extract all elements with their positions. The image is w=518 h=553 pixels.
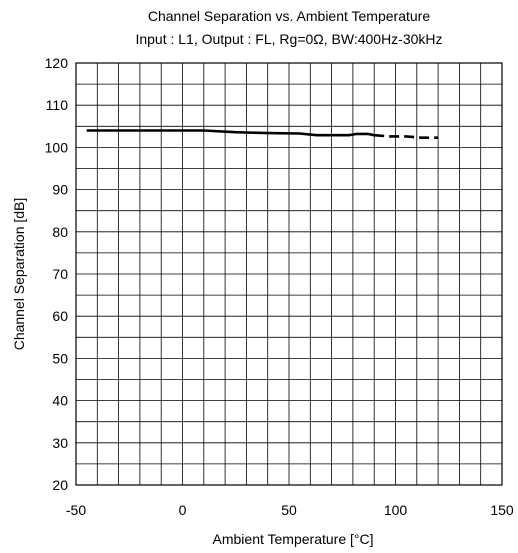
y-tick-label: 60: [52, 308, 68, 324]
y-tick-label: 50: [52, 350, 68, 366]
y-tick-label: 80: [52, 224, 68, 240]
series-group: [86, 129, 439, 139]
y-tick-label: 20: [52, 477, 68, 493]
y-tick-label: 40: [52, 393, 68, 409]
x-tick-label: 100: [384, 502, 408, 518]
x-tick-label: 50: [281, 502, 297, 518]
y-tick-label: 120: [45, 55, 69, 71]
y-tick-labels: 20 30 40 50 60 70 80 90 100 110 120: [45, 55, 69, 493]
series-line-solid: [86, 129, 375, 137]
x-tick-label: -50: [66, 502, 86, 518]
series-line-dashed: [374, 133, 439, 139]
y-tick-label: 70: [52, 266, 68, 282]
y-tick-label: 90: [52, 182, 68, 198]
plot-frame: [75, 62, 503, 486]
x-tick-label: 0: [179, 502, 187, 518]
y-tick-label: 30: [52, 435, 68, 451]
chart-title: Channel Separation vs. Ambient Temperatu…: [147, 8, 431, 24]
x-axis-label: Ambient Temperature [°C]: [213, 531, 374, 547]
x-tick-labels: -50 0 50 100 150: [66, 502, 514, 518]
x-tick-label: 150: [490, 502, 514, 518]
grid: [76, 63, 502, 485]
y-tick-label: 110: [46, 97, 69, 113]
y-tick-label: 100: [45, 139, 69, 155]
chart-subtitle: Input : L1, Output : FL, Rg=0Ω, BW:400Hz…: [135, 31, 443, 47]
y-axis-label: Channel Separation [dB]: [11, 198, 27, 351]
